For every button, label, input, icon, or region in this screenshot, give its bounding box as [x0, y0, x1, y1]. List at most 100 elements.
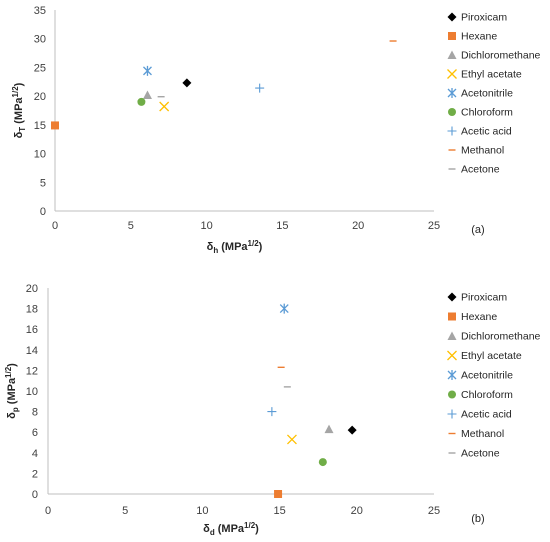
- data-point: [182, 78, 192, 88]
- legend-item: Acetic acid: [447, 126, 512, 138]
- x-tick-label: 15: [273, 505, 285, 517]
- y-tick-label: 4: [32, 448, 38, 460]
- legend-item: Dichloromethane: [447, 331, 541, 343]
- x-tick-label: 10: [196, 505, 208, 517]
- data-point: [274, 490, 283, 498]
- legend-marker: [447, 50, 457, 59]
- legend-item: Ethyl acetate: [447, 350, 522, 362]
- x-tick-label: 10: [200, 220, 212, 232]
- y-axis-title: δp (MPa1/2): [4, 363, 20, 419]
- legend-label: Acetic acid: [461, 409, 512, 421]
- x-axis-title: δh (MPa1/2): [207, 239, 263, 255]
- data-point: [51, 121, 59, 130]
- legend-item: Chloroform: [448, 389, 513, 401]
- legend-label: Acetone: [461, 164, 500, 176]
- y-tick-label: 30: [34, 34, 46, 46]
- legend-label: Acetonitrile: [461, 88, 513, 100]
- legend-item: Piroxicam: [447, 12, 507, 24]
- legend-marker: [447, 88, 457, 98]
- data-point: [267, 407, 277, 417]
- legend-item: Methanol: [448, 145, 504, 157]
- legend-marker: [447, 69, 457, 79]
- y-axis-title: δT (MPa1/2): [11, 82, 27, 138]
- legend-label: Chloroform: [461, 107, 513, 119]
- y-tick-label: 8: [32, 407, 38, 419]
- legend-item: Acetone: [448, 164, 500, 176]
- legend-marker: [447, 409, 457, 419]
- legend-item: Acetone: [448, 448, 500, 460]
- y-tick-label: 0: [32, 489, 38, 501]
- x-tick-label: 0: [45, 505, 51, 517]
- panel-label: (b): [471, 513, 484, 525]
- legend-marker: [447, 292, 457, 302]
- x-tick-label: 5: [122, 505, 128, 517]
- legend-marker: [447, 12, 457, 22]
- legend-label: Methanol: [461, 145, 504, 157]
- legend-label: Hexane: [461, 311, 497, 323]
- legend: Piroxicam Hexane Dichloromethane Ethyl acet…: [447, 292, 541, 460]
- y-tick-label: 6: [32, 427, 38, 439]
- legend-label: Dichloromethane: [461, 331, 541, 343]
- legend-marker: [448, 108, 456, 116]
- y-tick-label: 0: [40, 206, 46, 218]
- data-point: [324, 424, 334, 434]
- panel-a: 0 5 10 15 20 25 0 5 10 15 20 25 30 35 δh (MPa1/2) δT (M…: [11, 5, 541, 255]
- data-point: [159, 101, 170, 112]
- legend: Piroxicam Hexane Dichloromethane Ethyl acet…: [447, 12, 541, 176]
- y-tick-label: 25: [34, 62, 46, 74]
- legend-label: Ethyl acetate: [461, 69, 522, 81]
- legend-marker: [448, 390, 456, 399]
- y-tick-label: 15: [34, 120, 46, 132]
- legend-marker: [447, 331, 457, 340]
- legend-item: Methanol: [448, 428, 504, 440]
- y-tick-label: 14: [26, 345, 38, 357]
- legend-label: Acetone: [461, 448, 500, 460]
- y-tick-label: 20: [34, 91, 46, 103]
- legend-item: Piroxicam: [447, 292, 507, 304]
- legend-marker: [448, 312, 456, 321]
- legend-marker: [447, 370, 457, 380]
- legend-marker: [448, 32, 456, 40]
- data-point: [142, 90, 152, 99]
- legend-marker: [447, 126, 457, 136]
- legend-label: Piroxicam: [461, 292, 507, 304]
- y-tick-label: 12: [26, 365, 38, 377]
- legend-label: Acetonitrile: [461, 370, 513, 382]
- data-point: [255, 83, 265, 93]
- data-point: [137, 97, 146, 106]
- panel-label: (a): [471, 224, 484, 236]
- data-point: [286, 434, 297, 445]
- legend-label: Chloroform: [461, 389, 513, 401]
- legend-item: Hexane: [448, 31, 497, 43]
- legend-item: Chloroform: [448, 107, 513, 119]
- data-point: [279, 303, 289, 314]
- legend-item: Acetic acid: [447, 409, 512, 421]
- x-tick-label: 15: [276, 220, 288, 232]
- x-axis-title: δd (MPa1/2): [203, 521, 259, 537]
- y-tick-label: 18: [26, 304, 38, 316]
- legend-label: Ethyl acetate: [461, 350, 522, 362]
- x-tick-label: 20: [351, 505, 363, 517]
- x-tick-label: 25: [428, 220, 440, 232]
- x-tick-label: 5: [128, 220, 134, 232]
- legend-label: Dichloromethane: [461, 50, 541, 62]
- legend-item: Acetonitrile: [447, 370, 513, 382]
- data-point: [347, 425, 357, 435]
- y-tick-label: 16: [26, 324, 38, 336]
- y-tick-label: 35: [34, 5, 46, 17]
- data-point: [143, 65, 152, 76]
- legend-label: Piroxicam: [461, 12, 507, 24]
- x-tick-label: 0: [52, 220, 58, 232]
- y-tick-label: 10: [26, 386, 38, 398]
- legend-item: Ethyl acetate: [447, 69, 522, 81]
- legend-label: Acetic acid: [461, 126, 512, 138]
- x-tick-label: 20: [352, 220, 364, 232]
- legend-label: Methanol: [461, 428, 504, 440]
- legend-label: Hexane: [461, 31, 497, 43]
- y-tick-label: 20: [26, 283, 38, 295]
- y-tick-label: 2: [32, 468, 38, 480]
- x-tick-label: 25: [428, 505, 440, 517]
- legend-item: Acetonitrile: [447, 88, 513, 100]
- legend-item: Dichloromethane: [447, 50, 541, 62]
